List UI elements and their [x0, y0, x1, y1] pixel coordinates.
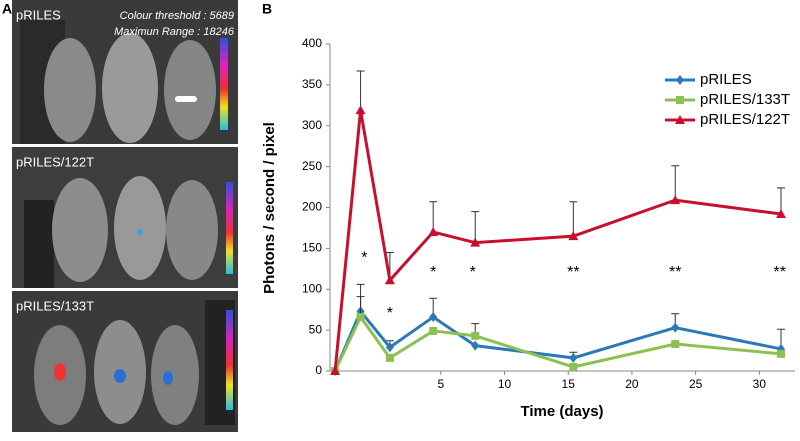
panel-title: pRILES/133T — [16, 298, 94, 313]
annotation: * — [430, 264, 436, 281]
y-tick-label: 200 — [302, 200, 322, 214]
data-point — [671, 322, 680, 333]
data-point — [355, 105, 366, 115]
panel-label: B — [262, 1, 272, 17]
x-tick-label: 10 — [498, 377, 512, 391]
series-line — [333, 314, 782, 372]
annotation: ** — [567, 264, 579, 281]
data-point — [568, 231, 579, 241]
data-point — [776, 349, 785, 358]
y-tick-label: 400 — [302, 36, 322, 50]
image-panel: pRILES/122T — [12, 147, 238, 288]
data-point — [470, 237, 481, 247]
image-panel: pRILES Colour threshold : 5689 Maximun R… — [12, 0, 238, 144]
data-point — [429, 312, 438, 323]
x-tick-label: 20 — [625, 377, 639, 391]
data-point — [428, 227, 439, 237]
legend-label: pRILES/122T — [700, 111, 790, 128]
data-point — [471, 331, 480, 340]
legend-marker — [676, 96, 684, 104]
annotation: * — [361, 249, 367, 266]
annotation: ** — [669, 264, 681, 281]
annotation: * — [387, 305, 393, 322]
error-bar — [671, 165, 680, 201]
error-bar — [429, 201, 438, 233]
x-tick-label: 5 — [437, 377, 444, 391]
data-point — [569, 362, 578, 371]
y-tick-label: 350 — [302, 77, 322, 91]
y-tick-label: 300 — [302, 118, 322, 132]
data-point — [384, 275, 395, 285]
image-panel: pRILES/133T — [12, 291, 238, 432]
panel-title: pRILES/122T — [16, 154, 94, 169]
annotation: ** — [773, 264, 785, 281]
y-tick-label: 0 — [315, 363, 322, 377]
legend-label: pRILES/133T — [700, 91, 790, 108]
x-tick-label: 25 — [689, 377, 703, 391]
legend-label: pRILES — [700, 71, 752, 88]
data-point — [569, 352, 578, 363]
panel-label: A — [2, 1, 12, 17]
data-point — [385, 342, 394, 353]
data-point — [330, 366, 341, 375]
error-bar — [356, 70, 365, 111]
panel-title: pRILES — [16, 7, 61, 22]
series-line — [333, 109, 782, 372]
data-point — [385, 353, 394, 362]
y-tick-label: 50 — [309, 322, 323, 336]
y-axis-label: Photons / second / pixel — [261, 122, 278, 294]
y-tick-label: 150 — [302, 241, 322, 255]
error-bar — [471, 211, 480, 243]
x-axis-label: Time (days) — [520, 403, 603, 420]
annotation: * — [470, 264, 476, 281]
y-tick-label: 100 — [302, 281, 322, 295]
panel-info: Maximun Range : 18246 — [114, 26, 235, 38]
legend-marker — [675, 115, 685, 124]
data-point — [429, 326, 438, 335]
legend-marker — [676, 75, 684, 85]
x-tick-label: 30 — [753, 377, 767, 391]
data-point — [671, 340, 680, 349]
x-tick-label: 15 — [562, 377, 576, 391]
series-line — [333, 308, 782, 372]
data-point — [471, 340, 480, 351]
data-point — [775, 209, 786, 219]
panel-info: Colour threshold : 5689 — [120, 10, 234, 22]
y-tick-label: 250 — [302, 159, 322, 173]
data-point — [356, 313, 365, 322]
error-bar — [569, 201, 578, 237]
data-point — [670, 195, 681, 205]
